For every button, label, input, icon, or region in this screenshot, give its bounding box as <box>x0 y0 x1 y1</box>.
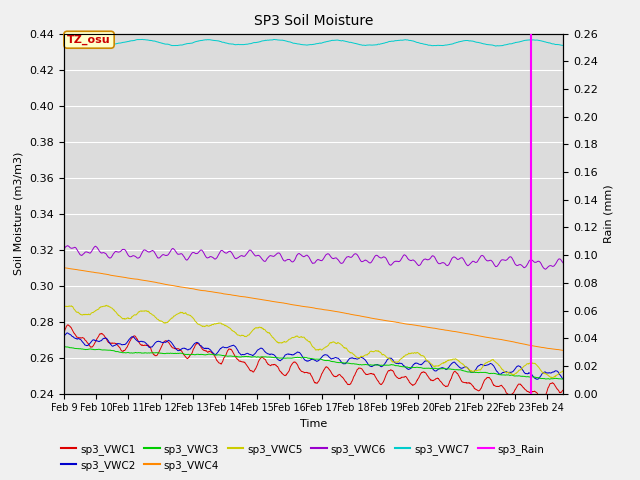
Title: SP3 Soil Moisture: SP3 Soil Moisture <box>254 14 373 28</box>
Y-axis label: Soil Moisture (m3/m3): Soil Moisture (m3/m3) <box>14 152 24 276</box>
X-axis label: Time: Time <box>300 419 327 429</box>
Text: TZ_osu: TZ_osu <box>67 35 111 45</box>
Legend: sp3_VWC1, sp3_VWC2, sp3_VWC3, sp3_VWC4, sp3_VWC5, sp3_VWC6, sp3_VWC7, sp3_Rain: sp3_VWC1, sp3_VWC2, sp3_VWC3, sp3_VWC4, … <box>56 439 549 475</box>
Y-axis label: Rain (mm): Rain (mm) <box>604 184 613 243</box>
